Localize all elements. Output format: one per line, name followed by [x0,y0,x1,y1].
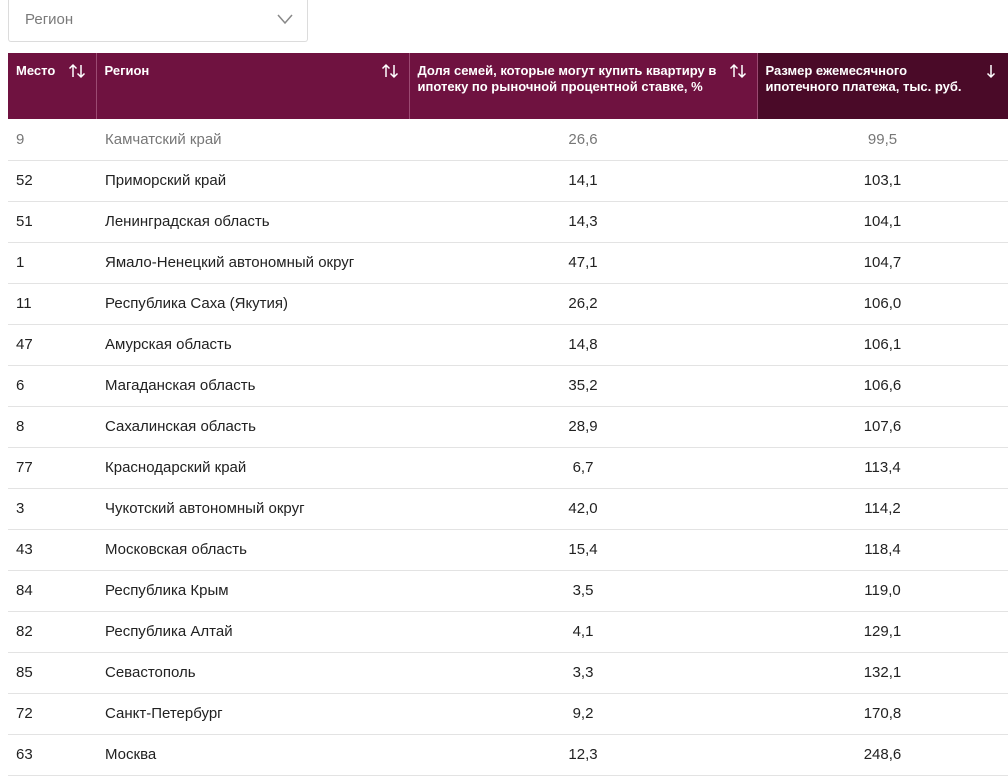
cell-share: 26,2 [409,283,757,325]
cell-share: 6,7 [409,447,757,489]
cell-region: Сахалинская область [96,406,409,448]
cell-share: 3,5 [409,570,757,612]
cell-region: Камчатский край [96,119,409,161]
table-row: 8 Сахалинская область 28,9 107,6 [8,406,1008,448]
table-row: 85 Севастополь 3,3 132,1 [8,652,1008,694]
sort-both-icon [68,63,85,79]
chevron-down-icon [277,14,293,25]
cell-share: 15,4 [409,529,757,571]
cell-place: 3 [8,488,96,530]
cell-payment: 104,1 [757,201,1008,243]
cell-region: Краснодарский край [96,447,409,489]
column-header-region[interactable]: Регион [96,53,410,119]
cell-region: Амурская область [96,324,409,366]
cell-payment: 104,7 [757,242,1008,284]
cell-region: Санкт-Петербург [96,693,409,735]
table-row: 6 Магаданская область 35,2 106,6 [8,365,1008,407]
cell-place: 51 [8,201,96,243]
cell-place: 63 [8,734,96,776]
table-row: 43 Московская область 15,4 118,4 [8,529,1008,571]
cell-share: 3,3 [409,652,757,694]
cell-payment: 99,5 [757,119,1008,161]
cell-share: 14,1 [409,160,757,202]
cell-payment: 106,0 [757,283,1008,325]
cell-payment: 129,1 [757,611,1008,653]
cell-place: 43 [8,529,96,571]
table-row: 51 Ленинградская область 14,3 104,1 [8,201,1008,243]
cell-region: Московская область [96,529,409,571]
cell-region: Республика Алтай [96,611,409,653]
cell-place: 82 [8,611,96,653]
ranking-table: Место Регион Доля семей, которые могут к… [8,53,1008,776]
cell-share: 28,9 [409,406,757,448]
table-row: 3 Чукотский автономный округ 42,0 114,2 [8,488,1008,530]
sort-both-icon [381,63,398,79]
cell-place: 1 [8,242,96,284]
table-row: 52 Приморский край 14,1 103,1 [8,160,1008,202]
cell-share: 42,0 [409,488,757,530]
cell-share: 14,8 [409,324,757,366]
cell-share: 4,1 [409,611,757,653]
table-row: 1 Ямало-Ненецкий автономный округ 47,1 104,… [8,242,1008,284]
cell-payment: 132,1 [757,652,1008,694]
cell-region: Магаданская область [96,365,409,407]
cell-place: 8 [8,406,96,448]
column-header-payment[interactable]: Размер ежемесячного ипотечного платежа, … [757,53,1008,119]
cell-share: 14,3 [409,201,757,243]
table-row: 47 Амурская область 14,8 106,1 [8,324,1008,366]
table-row: 72 Санкт-Петербург 9,2 170,8 [8,693,1008,735]
cell-region: Приморский край [96,160,409,202]
cell-payment: 118,4 [757,529,1008,571]
cell-region: Ямало-Ненецкий автономный округ [96,242,409,284]
table-row: 82 Республика Алтай 4,1 129,1 [8,611,1008,653]
column-header-share[interactable]: Доля семей, которые могут купить квартир… [409,53,758,119]
cell-payment: 114,2 [757,488,1008,530]
cell-place: 11 [8,283,96,325]
cell-share: 26,6 [409,119,757,161]
cell-region: Чукотский автономный округ [96,488,409,530]
cell-payment: 170,8 [757,693,1008,735]
cell-share: 9,2 [409,693,757,735]
table-row: 63 Москва 12,3 248,6 [8,734,1008,776]
cell-place: 47 [8,324,96,366]
cell-place: 84 [8,570,96,612]
cell-place: 9 [8,119,96,161]
cell-place: 52 [8,160,96,202]
cell-region: Республика Крым [96,570,409,612]
table-row: 77 Краснодарский край 6,7 113,4 [8,447,1008,489]
cell-share: 35,2 [409,365,757,407]
cell-place: 6 [8,365,96,407]
cell-payment: 106,6 [757,365,1008,407]
cell-region: Ленинградская область [96,201,409,243]
table-row: 9 Камчатский край 26,6 99,5 [8,119,1008,161]
region-filter-placeholder: Регион [25,11,74,28]
cell-region: Москва [96,734,409,776]
cell-payment: 248,6 [757,734,1008,776]
cell-place: 72 [8,693,96,735]
sort-descending-icon [986,65,996,79]
cell-place: 77 [8,447,96,489]
cell-share: 47,1 [409,242,757,284]
table-row: 11 Республика Саха (Якутия) 26,2 106,0 [8,283,1008,325]
cell-region: Республика Саха (Якутия) [96,283,409,325]
cell-share: 12,3 [409,734,757,776]
cell-region: Севастополь [96,652,409,694]
cell-payment: 103,1 [757,160,1008,202]
cell-payment: 107,6 [757,406,1008,448]
region-filter-select[interactable]: Регион [8,0,308,42]
column-header-place[interactable]: Место [8,53,97,119]
cell-payment: 113,4 [757,447,1008,489]
cell-payment: 119,0 [757,570,1008,612]
table-row: 84 Республика Крым 3,5 119,0 [8,570,1008,612]
sort-both-icon [729,63,746,79]
cell-payment: 106,1 [757,324,1008,366]
cell-place: 85 [8,652,96,694]
table-header-row: Место Регион Доля семей, которые могут к… [8,53,1008,119]
